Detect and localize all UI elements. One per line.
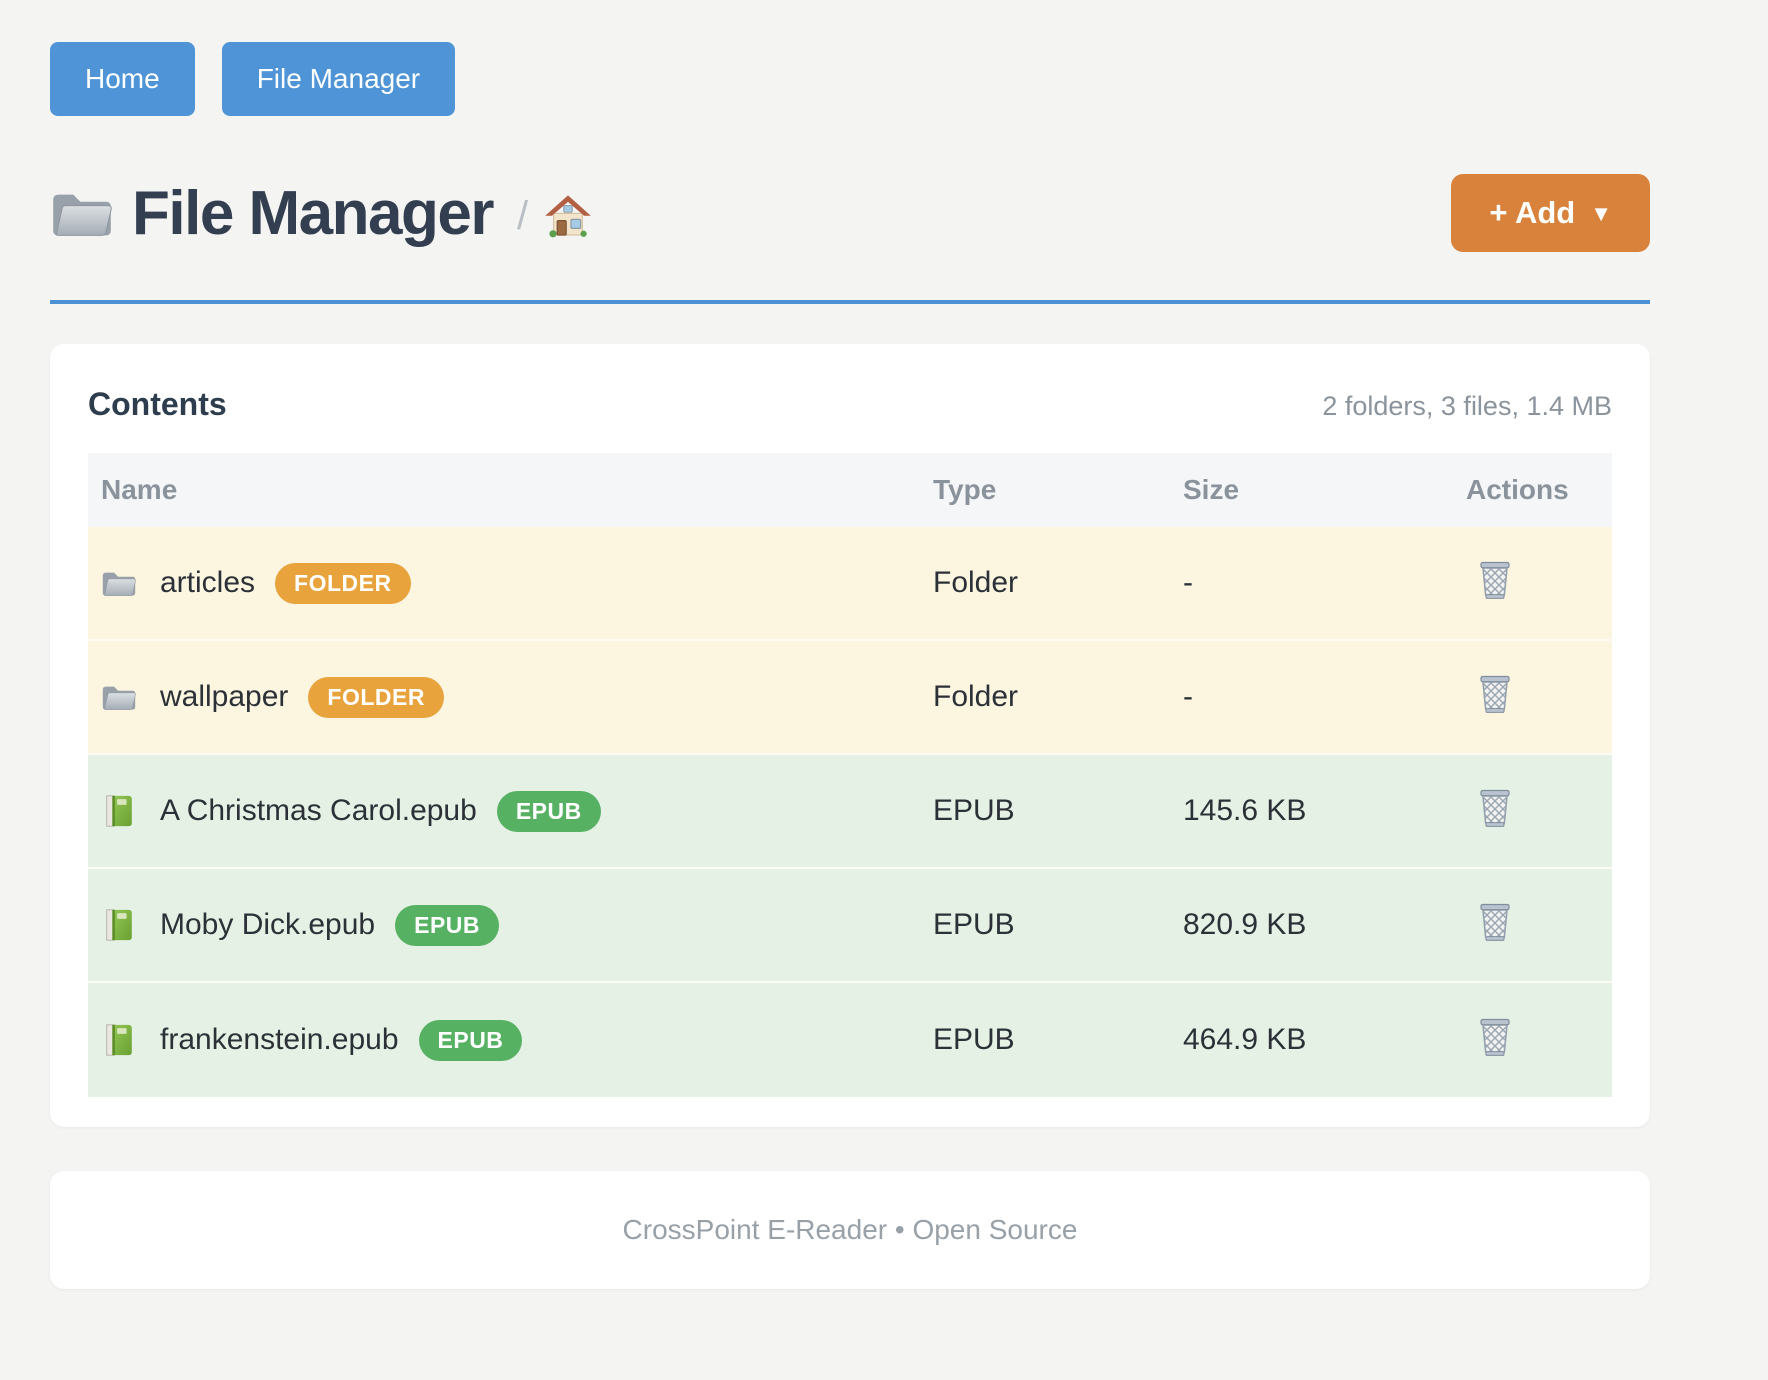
item-size: 145.6 KB [1183,794,1307,828]
file-table: Name Type Size Actions articles FOLDER F… [88,453,1612,1098]
item-type: EPUB [933,908,1015,942]
item-type: EPUB [933,1023,1015,1057]
add-button[interactable]: + Add ▼ [1451,174,1650,253]
trash-icon [1476,786,1514,828]
status-badge: FOLDER [308,676,444,718]
status-badge: EPUB [496,790,601,832]
trash-icon [1476,1015,1514,1057]
folder-icon [102,572,136,597]
card-header: Contents 2 folders, 3 files, 1.4 MB [88,386,1612,423]
status-badge: FOLDER [275,562,411,604]
table-row[interactable]: frankenstein.epub EPUB EPUB 464.9 KB [88,983,1612,1098]
file-manager-button[interactable]: File Manager [221,42,456,117]
item-size: - [1183,680,1193,714]
delete-button[interactable] [1476,558,1514,600]
status-badge: EPUB [395,904,500,946]
item-name[interactable]: wallpaper [160,680,289,714]
delete-button[interactable] [1476,900,1514,942]
contents-summary: 2 folders, 3 files, 1.4 MB [1322,391,1612,422]
item-name[interactable]: articles [160,566,256,600]
chevron-down-icon: ▼ [1590,201,1612,227]
book-icon [106,909,133,941]
item-type: EPUB [933,794,1015,828]
column-header-size: Size [1183,474,1240,506]
divider [50,300,1650,305]
status-badge: EPUB [418,1019,523,1061]
contents-card: Contents 2 folders, 3 files, 1.4 MB Name… [50,344,1650,1128]
column-header-actions: Actions [1466,474,1569,506]
trash-icon [1476,900,1514,942]
page-title: File Manager [132,178,495,248]
top-nav: Home File Manager [50,42,1650,117]
item-name[interactable]: Moby Dick.epub [160,908,376,942]
table-row[interactable]: A Christmas Carol.epub EPUB EPUB 145.6 K… [88,755,1612,870]
item-name[interactable]: frankenstein.epub [160,1023,399,1057]
title-wrap: File Manager / [50,178,592,249]
column-header-name: Name [101,474,178,506]
delete-button[interactable] [1476,1015,1514,1057]
page: Home File Manager File Manager / + Add ▼… [50,0,1650,1290]
item-size: 464.9 KB [1183,1023,1307,1057]
trash-icon [1476,558,1514,600]
footer-text: CrossPoint E-Reader • Open Source [622,1214,1078,1246]
item-name[interactable]: A Christmas Carol.epub [160,794,477,828]
column-header-type: Type [933,474,997,506]
table-row[interactable]: articles FOLDER Folder - [88,527,1612,642]
home-button[interactable]: Home [50,42,195,117]
table-row[interactable]: Moby Dick.epub EPUB EPUB 820.9 KB [88,869,1612,984]
item-size: - [1183,566,1193,600]
delete-button[interactable] [1476,786,1514,828]
folder-icon [52,194,112,237]
home-breadcrumb-icon[interactable] [544,194,592,240]
item-type: Folder [933,566,1019,600]
breadcrumb-separator: / [517,193,529,238]
trash-icon [1476,672,1514,714]
contents-heading: Contents [88,386,227,423]
table-header: Name Type Size Actions [88,453,1612,528]
add-button-label: + Add [1489,195,1576,231]
book-icon [106,1024,133,1056]
item-size: 820.9 KB [1183,908,1307,942]
table-row[interactable]: wallpaper FOLDER Folder - [88,641,1612,756]
page-header: File Manager / + Add ▼ [50,174,1650,253]
delete-button[interactable] [1476,672,1514,714]
folder-icon [102,686,136,711]
item-type: Folder [933,680,1019,714]
footer: CrossPoint E-Reader • Open Source [50,1171,1650,1290]
book-icon [106,795,133,827]
